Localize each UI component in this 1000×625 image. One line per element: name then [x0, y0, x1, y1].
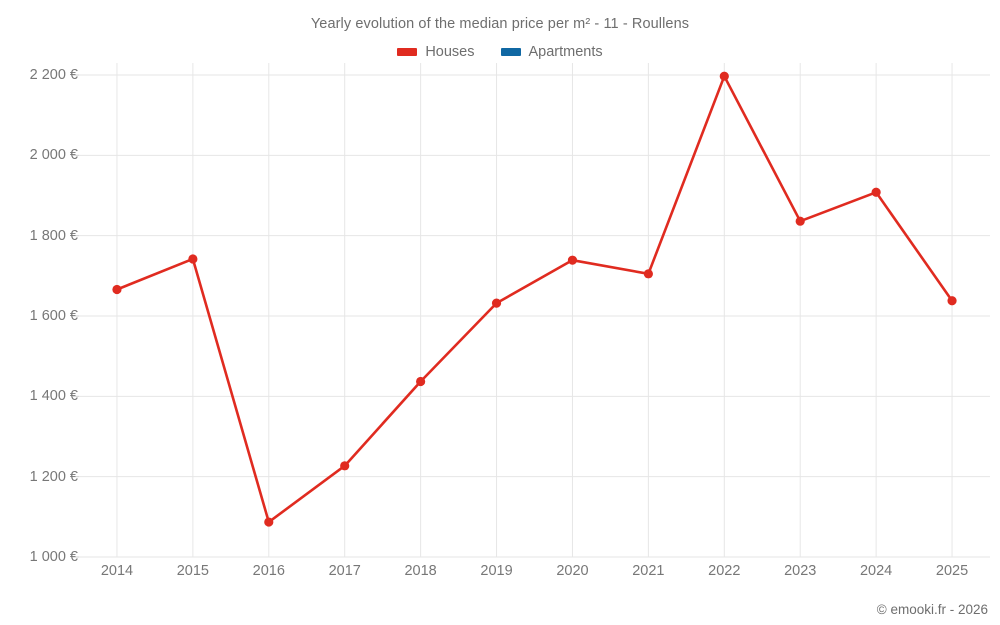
- x-axis-tick-label: 2024: [859, 563, 893, 579]
- data-point-marker[interactable]: 2021: 1705: [643, 269, 653, 279]
- chart-legend: Houses Apartments: [0, 44, 1000, 60]
- y-axis-tick-label: 1 600 €: [29, 308, 78, 324]
- x-axis-tick-label: 2015: [176, 563, 210, 579]
- x-axis-tick-label: 2023: [784, 563, 817, 579]
- x-axis-tick-label: 2016: [252, 563, 285, 579]
- y-axis-tick-label: 1 800 €: [29, 227, 78, 244]
- series-line-houses[interactable]: [115, 74, 954, 524]
- data-point-marker[interactable]: 2016: 1087: [264, 517, 274, 527]
- legend-label-houses: Houses: [425, 44, 475, 60]
- data-point-marker[interactable]: 2020: 1739: [567, 255, 578, 265]
- legend-swatch-apartments: [500, 48, 521, 56]
- gridlines: [73, 63, 990, 558]
- x-axis-tick-label: 2018: [404, 563, 437, 579]
- legend-item-houses[interactable]: Houses: [397, 44, 475, 60]
- series-layer: 2014: 1666 2015: 1742 2016: 1087 2017: 1227…: [112, 71, 957, 527]
- data-point-marker[interactable]: 2024: 1908: [871, 187, 881, 197]
- data-point-marker[interactable]: 2023: 1836: [795, 216, 805, 226]
- y-axis-tick-label: 2 000 €: [29, 147, 78, 164]
- y-axis-tick-label: 1 400 €: [29, 388, 78, 405]
- legend-label-apartments: Apartments: [528, 44, 603, 60]
- x-axis-tick-label: 2022: [708, 563, 741, 579]
- x-axis-tick-label: 2017: [328, 563, 361, 579]
- x-axis-tick-label: 2021: [632, 563, 665, 579]
- legend-swatch-houses: [397, 48, 418, 56]
- y-axis: 1 000 € 1 200 € 1 400 € 1 600 € 1 800 € 2 000…: [0, 0, 78, 625]
- x-axis-tick-label: 2020: [556, 563, 589, 579]
- x-axis-tick-label: 2014: [100, 563, 134, 579]
- y-axis-tick-label: 1 200 €: [29, 468, 78, 485]
- data-point-marker[interactable]: 2018: 1437: [416, 376, 426, 387]
- data-point-marker[interactable]: 2015: 1742: [188, 254, 198, 264]
- x-axis-tick-label: 2019: [480, 563, 513, 579]
- chart-title: Yearly evolution of the median price per…: [310, 16, 690, 32]
- data-point-marker[interactable]: 2019: 1632: [491, 298, 502, 308]
- data-point-marker[interactable]: 2014: 1666: [112, 284, 122, 295]
- data-point-marker[interactable]: 2017: 1227: [340, 461, 350, 471]
- y-axis-tick-label: 2 200 €: [29, 67, 78, 83]
- data-point-marker[interactable]: 2022: 2197: [719, 71, 729, 81]
- copyright-credit: © emooki.fr - 2026: [876, 602, 988, 617]
- legend-item-apartments[interactable]: Apartments: [500, 44, 603, 60]
- y-axis-tick-label: 1 000 €: [29, 549, 78, 565]
- data-point-marker[interactable]: 2025: 1638: [947, 296, 957, 306]
- x-axis-tick-label: 2025: [935, 563, 969, 579]
